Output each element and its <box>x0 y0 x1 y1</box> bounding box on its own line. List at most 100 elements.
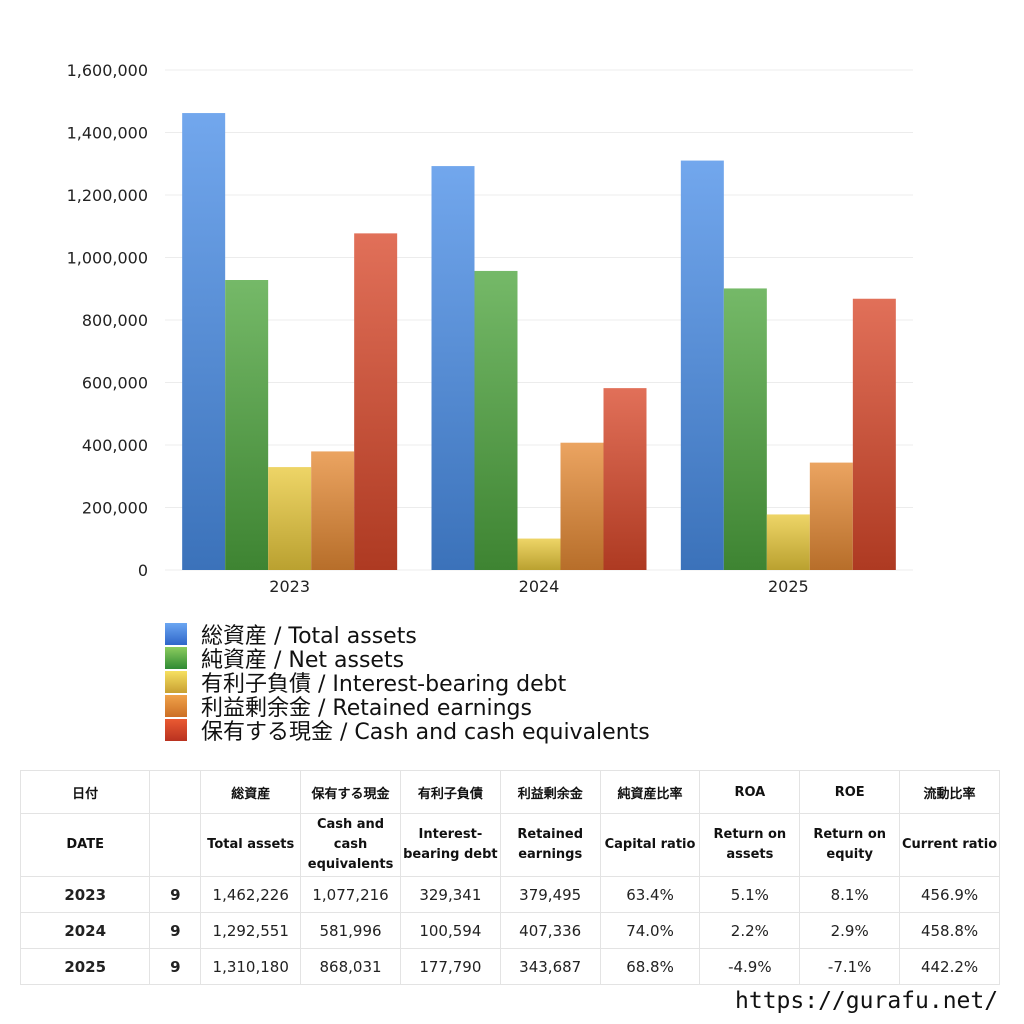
retained-cell: 407,336 <box>499 912 601 949</box>
y-tick-label: 1,000,000 <box>67 249 148 268</box>
header-cell: Total assets <box>200 813 302 877</box>
month-cell: 9 <box>149 948 202 985</box>
table-row: 2023 9 1,462,226 1,077,216 329,341 379,4… <box>19 876 1000 913</box>
header-cell <box>149 813 202 877</box>
financial-table: 日付 総資産 保有する現金 有利子負債 利益剰余金 純資産比率 ROA ROE … <box>19 770 1000 985</box>
total-assets-cell: 1,292,551 <box>200 912 302 949</box>
bar-2023-series-4 <box>354 233 398 570</box>
legend-item: 総資産 / Total assets <box>165 622 650 649</box>
legend-item: 保有する現金 / Cash and cash equivalents <box>165 718 650 745</box>
y-tick-label: 1,200,000 <box>67 186 148 205</box>
legend-item: 純資産 / Net assets <box>165 646 650 673</box>
current-ratio-cell: 442.2% <box>899 948 1000 985</box>
header-cell: ROE <box>799 770 901 814</box>
chart-legend: 総資産 / Total assets 純資産 / Net assets 有利子負… <box>165 622 650 745</box>
y-tick-label: 400,000 <box>82 436 148 455</box>
bar-2024-series-1 <box>474 270 518 570</box>
bar-2024-series-4 <box>603 388 647 570</box>
header-cell: 日付 <box>19 770 151 814</box>
debt-cell: 100,594 <box>399 912 501 949</box>
y-tick-label: 0 <box>138 561 148 580</box>
roe-cell: 8.1% <box>799 876 901 913</box>
bars <box>182 113 896 570</box>
y-tick-label: 800,000 <box>82 311 148 330</box>
legend-label: 有利子負債 / Interest-bearing debt <box>201 672 567 697</box>
header-cell: Return on equity <box>799 813 901 877</box>
debt-cell: 177,790 <box>399 948 501 985</box>
header-cell: 流動比率 <box>899 770 1000 814</box>
table-row: 2024 9 1,292,551 581,996 100,594 407,336… <box>19 912 1000 949</box>
bar-2023-series-0 <box>182 113 226 570</box>
header-cell: Return on assets <box>699 813 801 877</box>
capital-ratio-cell: 68.8% <box>599 948 701 985</box>
y-tick-label: 600,000 <box>82 374 148 393</box>
bar-chart: 0 200,000 400,000 600,000 800,000 1,000,000 1,… <box>67 61 913 596</box>
roa-cell: -4.9% <box>699 948 801 985</box>
legend-swatch <box>165 719 187 741</box>
month-cell: 9 <box>149 876 202 913</box>
legend-label: 総資産 / Total assets <box>201 624 417 649</box>
header-cell: 総資産 <box>200 770 302 814</box>
legend-item: 利益剰余金 / Retained earnings <box>165 694 650 721</box>
table-row: 2025 9 1,310,180 868,031 177,790 343,687… <box>19 948 1000 985</box>
site-url[interactable]: https://gurafu.net/ <box>735 988 999 1014</box>
legend-label: 純資産 / Net assets <box>201 648 405 673</box>
year-cell: 2024 <box>19 912 151 949</box>
x-tick-label: 2024 <box>519 577 560 596</box>
header-cell: 純資産比率 <box>599 770 701 814</box>
header-cell: Interest-bearing debt <box>399 813 501 877</box>
header-cell <box>149 770 202 814</box>
retained-cell: 379,495 <box>499 876 601 913</box>
total-assets-cell: 1,462,226 <box>200 876 302 913</box>
table-header-ja: 日付 総資産 保有する現金 有利子負債 利益剰余金 純資産比率 ROA ROE … <box>19 770 1000 814</box>
bar-2025-series-1 <box>723 288 767 570</box>
roe-cell: -7.1% <box>799 948 901 985</box>
current-ratio-cell: 456.9% <box>899 876 1000 913</box>
y-axis-ticks: 0 200,000 400,000 600,000 800,000 1,000,000 1,… <box>67 61 148 580</box>
cash-cell: 868,031 <box>300 948 401 985</box>
legend-swatch <box>165 623 187 645</box>
bar-2024-series-3 <box>560 442 604 570</box>
header-cell: Retained earnings <box>499 813 601 877</box>
header-cell: 利益剰余金 <box>499 770 601 814</box>
total-assets-cell: 1,310,180 <box>200 948 302 985</box>
retained-cell: 343,687 <box>499 948 601 985</box>
roa-cell: 2.2% <box>699 912 801 949</box>
bar-2024-series-0 <box>431 166 475 570</box>
roa-cell: 5.1% <box>699 876 801 913</box>
bar-2025-series-2 <box>766 514 810 570</box>
legend-swatch <box>165 671 187 693</box>
header-cell: Current ratio <box>899 813 1000 877</box>
roe-cell: 2.9% <box>799 912 901 949</box>
header-cell: 保有する現金 <box>300 770 401 814</box>
header-cell: DATE <box>19 813 151 877</box>
y-tick-label: 1,600,000 <box>67 61 148 80</box>
legend-swatch <box>165 695 187 717</box>
y-tick-label: 1,400,000 <box>67 124 148 143</box>
bar-2023-series-3 <box>311 451 355 570</box>
table-header-en: DATE Total assets Cash and cash equivale… <box>19 813 1000 877</box>
cash-cell: 581,996 <box>300 912 401 949</box>
capital-ratio-cell: 74.0% <box>599 912 701 949</box>
legend-label: 保有する現金 / Cash and cash equivalents <box>201 720 650 745</box>
bar-2025-series-4 <box>852 298 896 570</box>
year-cell: 2025 <box>19 948 151 985</box>
header-cell: Cash and cash equivalents <box>300 813 401 877</box>
current-ratio-cell: 458.8% <box>899 912 1000 949</box>
bar-2025-series-0 <box>680 160 724 570</box>
x-tick-label: 2023 <box>269 577 310 596</box>
capital-ratio-cell: 63.4% <box>599 876 701 913</box>
debt-cell: 329,341 <box>399 876 501 913</box>
header-cell: Capital ratio <box>599 813 701 877</box>
x-axis-ticks: 2023 2024 2025 <box>269 577 808 596</box>
x-tick-label: 2025 <box>768 577 809 596</box>
bar-2024-series-2 <box>517 538 561 570</box>
header-cell: 有利子負債 <box>399 770 501 814</box>
y-tick-label: 200,000 <box>82 499 148 518</box>
legend-swatch <box>165 647 187 669</box>
bar-2025-series-3 <box>809 462 853 570</box>
legend-item: 有利子負債 / Interest-bearing debt <box>165 670 650 697</box>
month-cell: 9 <box>149 912 202 949</box>
cash-cell: 1,077,216 <box>300 876 401 913</box>
bar-2023-series-1 <box>225 280 269 570</box>
